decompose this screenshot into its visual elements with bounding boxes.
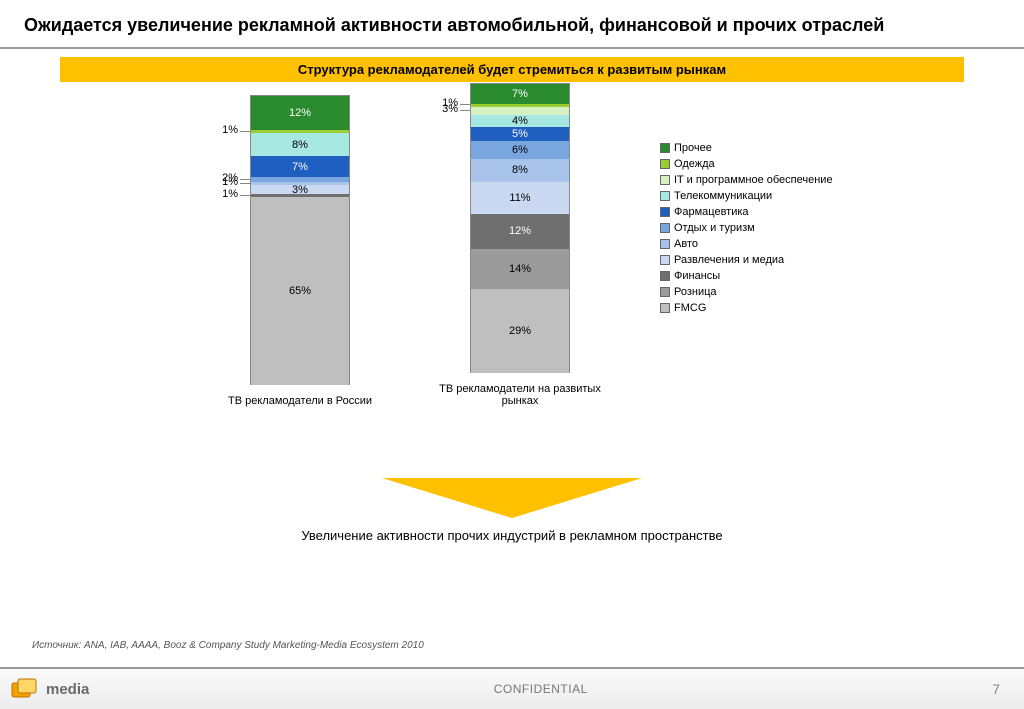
legend-label: Развлечения и медиа bbox=[674, 254, 784, 266]
legend-label: Авто bbox=[674, 238, 698, 250]
bar-segment: 7% bbox=[471, 84, 569, 104]
bar-segment: 65% bbox=[251, 197, 349, 386]
legend-label: Одежда bbox=[674, 158, 715, 170]
legend-label: IT и программное обеспечение bbox=[674, 174, 833, 186]
legend-swatch bbox=[660, 255, 670, 265]
legend-swatch bbox=[660, 303, 670, 313]
legend-label: Фармацевтика bbox=[674, 206, 749, 218]
bar-segment: 14% bbox=[471, 249, 569, 290]
chart-column: 1%2%1%1%12%8%7%3%65%ТВ рекламодатели в Р… bbox=[200, 95, 400, 407]
legend: Прочее Одежда IT и программное обеспечение… bbox=[660, 142, 833, 318]
x-axis-label: ТВ рекламодатели на развитых рынках bbox=[420, 383, 620, 407]
bar-segment: 3% bbox=[251, 185, 349, 194]
bar-segment: 11% bbox=[471, 182, 569, 214]
legend-swatch bbox=[660, 239, 670, 249]
legend-item: Телекоммуникации bbox=[660, 190, 833, 202]
legend-item: Фармацевтика bbox=[660, 206, 833, 218]
legend-label: Телекоммуникации bbox=[674, 190, 772, 202]
legend-item: Прочее bbox=[660, 142, 833, 154]
stacked-bar: 12%8%7% 3% 65% bbox=[250, 95, 350, 385]
legend-swatch bbox=[660, 207, 670, 217]
banner: Структура рекламодателей будет стремитьс… bbox=[60, 57, 964, 82]
legend-swatch bbox=[660, 287, 670, 297]
chart-area: 1%2%1%1%12%8%7%3%65%ТВ рекламодатели в Р… bbox=[60, 102, 964, 452]
footer-logo: media bbox=[10, 675, 89, 703]
stacked-bar: 7% 4%5%6%8%11%12%14%29% bbox=[470, 83, 570, 373]
down-arrow bbox=[362, 478, 662, 518]
x-axis-label: ТВ рекламодатели в России bbox=[200, 395, 400, 407]
legend-swatch bbox=[660, 159, 670, 169]
bar-segment: 12% bbox=[251, 96, 349, 131]
footer-logo-text: media bbox=[46, 681, 89, 698]
bar-segment-callout: 1% bbox=[222, 176, 238, 188]
footer-confidential: CONFIDENTIAL bbox=[89, 682, 992, 696]
source-text: Источник: ANA, IAB, AAAA, Booz & Company… bbox=[32, 640, 424, 651]
bar-segment bbox=[471, 107, 569, 116]
legend-label: FMCG bbox=[674, 302, 706, 314]
legend-label: Прочее bbox=[674, 142, 712, 154]
legend-swatch bbox=[660, 191, 670, 201]
bar-segment: 8% bbox=[471, 159, 569, 182]
footer-page-number: 7 bbox=[992, 681, 1000, 697]
legend-item: Одежда bbox=[660, 158, 833, 170]
bar-segment-callout: 1% bbox=[222, 188, 238, 200]
bar-segment: 6% bbox=[471, 141, 569, 158]
conclusion-text: Увеличение активности прочих индустрий в… bbox=[0, 528, 1024, 543]
legend-swatch bbox=[660, 223, 670, 233]
bar-segment: 4% bbox=[471, 115, 569, 127]
legend-label: Отдых и туризм bbox=[674, 222, 755, 234]
bar-segment: 8% bbox=[251, 133, 349, 156]
legend-item: Финансы bbox=[660, 270, 833, 282]
page-title: Ожидается увеличение рекламной активност… bbox=[0, 0, 1024, 45]
legend-item: FMCG bbox=[660, 302, 833, 314]
legend-label: Финансы bbox=[674, 270, 720, 282]
bar-segment: 29% bbox=[471, 289, 569, 373]
legend-label: Розница bbox=[674, 286, 717, 298]
legend-item: Отдых и туризм bbox=[660, 222, 833, 234]
title-divider bbox=[0, 47, 1024, 49]
bar-segment-callout: 3% bbox=[442, 103, 458, 115]
legend-swatch bbox=[660, 271, 670, 281]
legend-item: Развлечения и медиа bbox=[660, 254, 833, 266]
footer: media CONFIDENTIAL 7 bbox=[0, 667, 1024, 709]
bar-segment: 12% bbox=[471, 214, 569, 249]
legend-item: IT и программное обеспечение bbox=[660, 174, 833, 186]
legend-item: Розница bbox=[660, 286, 833, 298]
legend-swatch bbox=[660, 143, 670, 153]
legend-swatch bbox=[660, 175, 670, 185]
bar-segment: 7% bbox=[251, 156, 349, 176]
bar-segment: 5% bbox=[471, 127, 569, 142]
chart-column: 1%3%7%4%5%6%8%11%12%14%29%ТВ рекламодате… bbox=[420, 83, 620, 407]
bar-segment-callout: 1% bbox=[222, 124, 238, 136]
legend-item: Авто bbox=[660, 238, 833, 250]
